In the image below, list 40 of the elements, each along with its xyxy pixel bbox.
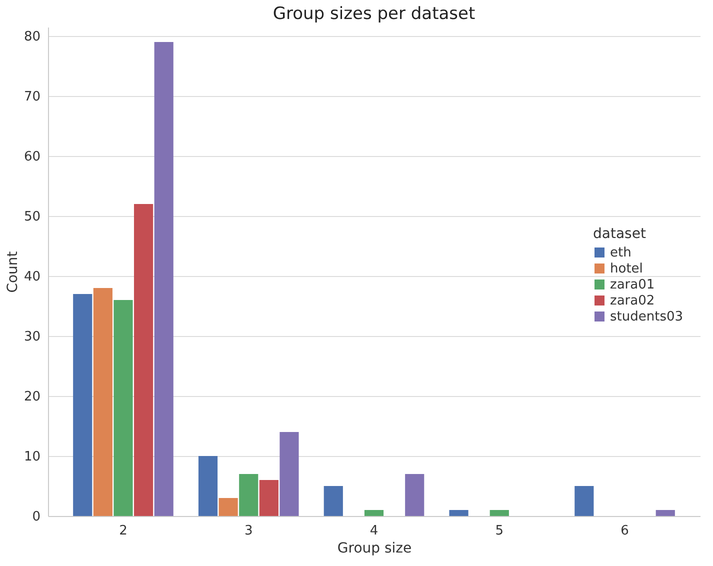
y-tick-label: 60 (24, 150, 40, 164)
y-tick-label: 30 (24, 330, 40, 344)
bar (280, 432, 299, 516)
legend-label: hotel (610, 262, 643, 276)
bar (73, 294, 92, 516)
legend-label: zara02 (610, 294, 655, 308)
x-axis-title: Group size (337, 540, 412, 556)
bar (134, 204, 154, 516)
y-tick-label: 80 (24, 30, 40, 44)
x-tick-label: 4 (370, 524, 378, 538)
y-tick-label: 50 (24, 210, 40, 224)
x-tick-label: 6 (620, 524, 629, 538)
y-tick-label: 0 (32, 510, 40, 524)
y-axis-title: Count (4, 250, 21, 293)
bar (239, 474, 258, 516)
y-tick-label: 10 (24, 450, 40, 464)
legend-label: zara01 (610, 278, 655, 292)
bar (154, 42, 174, 516)
bar (114, 300, 133, 516)
bar (449, 510, 468, 516)
chart-title: Group sizes per dataset (272, 4, 476, 24)
bar (405, 474, 424, 516)
legend-label: eth (610, 246, 632, 260)
y-tick-label: 20 (24, 390, 40, 404)
bar (218, 498, 238, 516)
bar (364, 510, 384, 516)
legend-label: students03 (610, 310, 684, 324)
bar (259, 480, 278, 516)
x-tick-label: 5 (495, 524, 504, 538)
legend-title: dataset (593, 226, 646, 242)
x-tick-label: 2 (119, 524, 128, 538)
bar (324, 486, 343, 516)
y-tick-label: 40 (24, 270, 40, 284)
bar (656, 510, 675, 516)
bar (490, 510, 509, 516)
bar (93, 288, 112, 516)
bar (574, 486, 594, 516)
x-tick-label: 3 (244, 524, 253, 538)
y-tick-label: 70 (24, 90, 40, 104)
bar (198, 456, 218, 516)
